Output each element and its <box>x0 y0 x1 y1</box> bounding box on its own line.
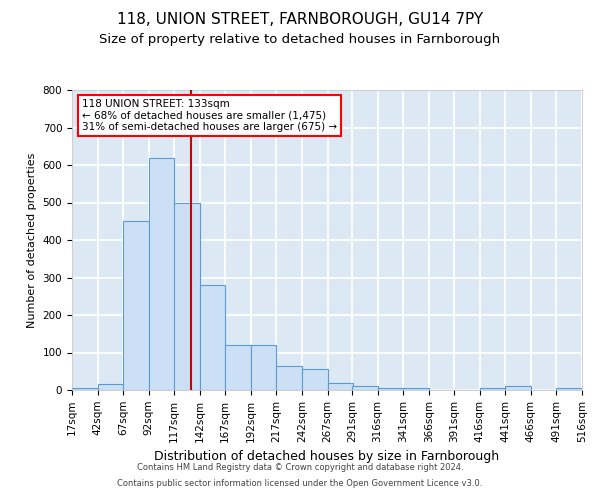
Bar <box>149 158 174 390</box>
Text: 118 UNION STREET: 133sqm
← 68% of detached houses are smaller (1,475)
31% of sem: 118 UNION STREET: 133sqm ← 68% of detach… <box>82 99 337 132</box>
Text: Size of property relative to detached houses in Farnborough: Size of property relative to detached ho… <box>100 32 500 46</box>
Text: Contains public sector information licensed under the Open Government Licence v3: Contains public sector information licen… <box>118 478 482 488</box>
Bar <box>328 382 353 390</box>
X-axis label: Distribution of detached houses by size in Farnborough: Distribution of detached houses by size … <box>154 450 500 463</box>
Text: Contains HM Land Registry data © Crown copyright and database right 2024.: Contains HM Land Registry data © Crown c… <box>137 464 463 472</box>
Bar <box>98 384 123 390</box>
Bar <box>72 388 98 390</box>
Bar <box>377 388 403 390</box>
Bar <box>277 366 302 390</box>
Bar <box>505 386 531 390</box>
Bar <box>403 388 428 390</box>
Y-axis label: Number of detached properties: Number of detached properties <box>27 152 37 328</box>
Bar <box>302 370 328 390</box>
Bar <box>556 388 582 390</box>
Bar <box>123 221 149 390</box>
Bar <box>174 202 200 390</box>
Bar <box>226 345 251 390</box>
Bar <box>200 285 226 390</box>
Bar <box>480 388 505 390</box>
Bar <box>352 386 377 390</box>
Bar <box>251 345 277 390</box>
Text: 118, UNION STREET, FARNBOROUGH, GU14 7PY: 118, UNION STREET, FARNBOROUGH, GU14 7PY <box>117 12 483 28</box>
